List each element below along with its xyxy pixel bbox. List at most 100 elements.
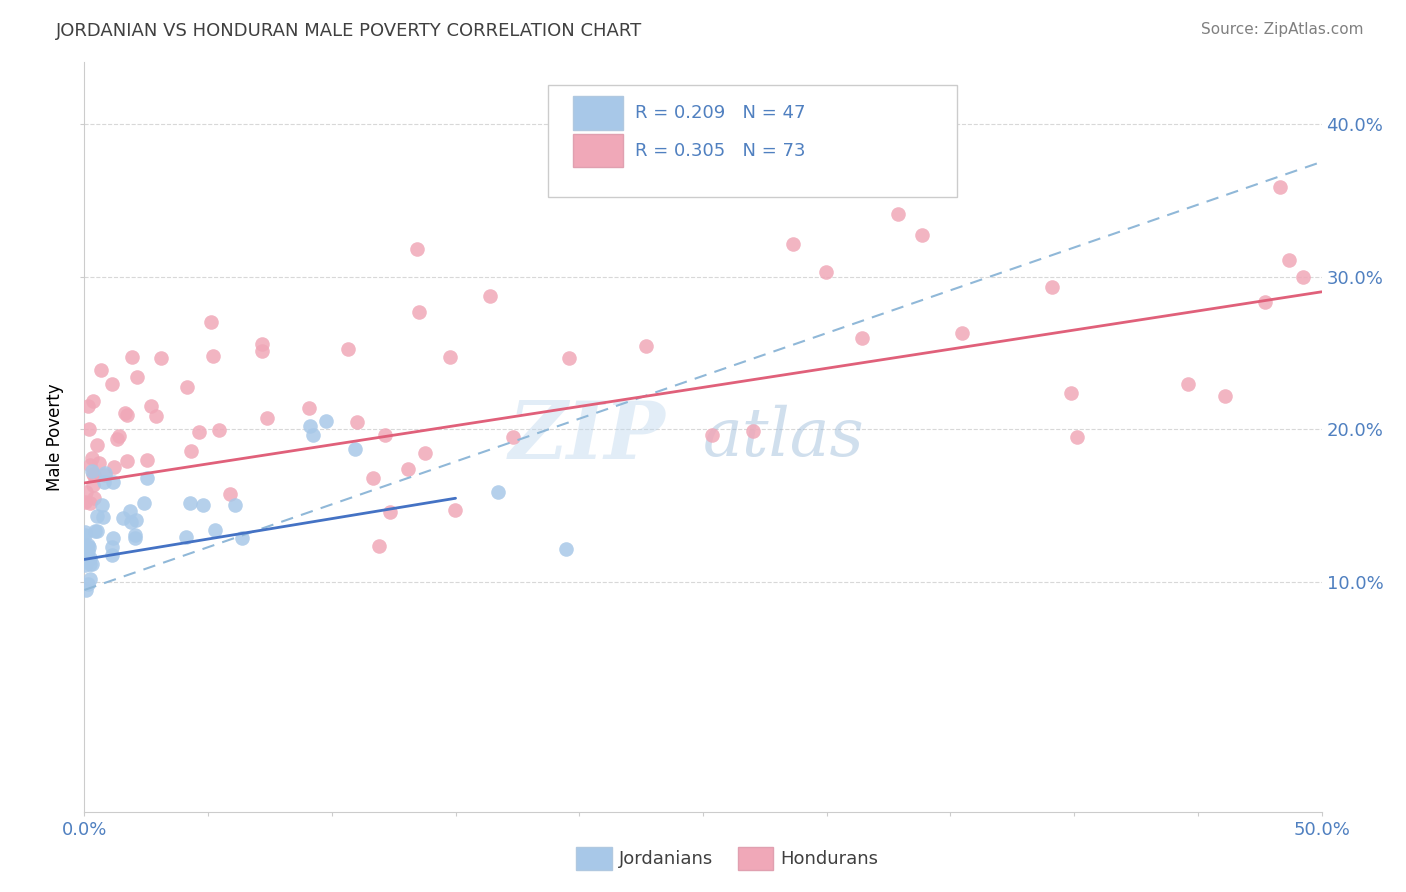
Point [887, 206, 910, 220]
Point [82, 394, 104, 409]
Text: atlas: atlas [703, 404, 865, 470]
Point [1268, 180, 1291, 194]
Point [83, 491, 105, 505]
Point [204, 524, 226, 538]
Point [90, 363, 112, 377]
Point [478, 289, 501, 303]
Point [180, 444, 202, 458]
Point [93, 510, 115, 524]
Point [120, 503, 142, 517]
Point [77, 551, 100, 566]
Text: Source: ZipAtlas.com: Source: ZipAtlas.com [1201, 22, 1364, 37]
Point [1177, 377, 1199, 392]
Point [502, 429, 524, 443]
Point [94, 466, 117, 480]
Point [742, 424, 765, 438]
Point [337, 342, 360, 356]
Point [73, 524, 96, 539]
Point [79, 458, 101, 472]
Point [344, 442, 367, 456]
Point [208, 423, 231, 437]
Point [108, 428, 131, 442]
Text: R = 0.305   N = 73: R = 0.305 N = 73 [636, 142, 806, 160]
Point [408, 304, 430, 318]
Point [1213, 389, 1236, 403]
Point [101, 548, 124, 562]
Point [93, 475, 115, 490]
Point [911, 228, 934, 243]
Point [124, 528, 146, 542]
Point [1066, 430, 1088, 444]
Point [136, 471, 159, 485]
Point [250, 337, 273, 351]
Point [112, 510, 135, 524]
Text: Hondurans: Hondurans [780, 850, 879, 868]
Point [132, 496, 155, 510]
Point [200, 316, 222, 330]
Point [101, 376, 124, 391]
Point [115, 408, 138, 422]
Point [1292, 270, 1315, 285]
Point [231, 531, 253, 545]
Point [380, 505, 402, 519]
Point [73, 527, 96, 541]
Point [101, 531, 124, 545]
Point [145, 409, 167, 424]
Point [124, 531, 146, 545]
Point [127, 369, 149, 384]
Point [298, 419, 321, 434]
Point [176, 380, 198, 394]
Point [1277, 252, 1299, 267]
Point [103, 460, 125, 475]
Point [87, 456, 110, 470]
Point [150, 351, 173, 365]
Point [79, 557, 101, 571]
Point [136, 452, 159, 467]
Point [76, 541, 98, 555]
FancyBboxPatch shape [574, 134, 623, 168]
Point [315, 414, 337, 428]
Point [700, 427, 723, 442]
Point [224, 499, 246, 513]
Point [1060, 386, 1083, 401]
Point [121, 350, 143, 364]
Point [83, 467, 105, 482]
Point [374, 427, 396, 442]
Point [139, 399, 162, 413]
FancyBboxPatch shape [548, 85, 956, 197]
Point [179, 496, 201, 510]
Point [75, 485, 97, 500]
Text: JORDANIAN VS HONDURAN MALE POVERTY CORRELATION CHART: JORDANIAN VS HONDURAN MALE POVERTY CORRE… [56, 22, 643, 40]
Point [256, 410, 278, 425]
Point [105, 432, 128, 446]
Point [814, 264, 837, 278]
Point [851, 330, 873, 344]
Point [75, 582, 97, 597]
Point [174, 530, 197, 544]
Point [101, 475, 124, 489]
Point [405, 242, 427, 256]
Point [82, 464, 104, 478]
Point [398, 462, 420, 476]
Point [1040, 279, 1063, 293]
Point [75, 495, 97, 509]
Point [117, 453, 139, 467]
FancyBboxPatch shape [574, 96, 623, 130]
Point [120, 515, 142, 529]
Point [76, 399, 98, 413]
Text: ZIP: ZIP [509, 399, 666, 475]
Point [346, 415, 368, 429]
Point [79, 496, 101, 510]
Point [301, 428, 323, 442]
Point [80, 450, 103, 465]
Point [77, 577, 100, 591]
Point [361, 471, 384, 485]
Point [86, 509, 108, 524]
Point [90, 498, 112, 512]
Point [82, 467, 104, 482]
Point [486, 484, 509, 499]
Point [201, 350, 224, 364]
Y-axis label: Male Poverty: Male Poverty [46, 384, 65, 491]
Point [1254, 295, 1277, 310]
Text: R = 0.209   N = 47: R = 0.209 N = 47 [636, 104, 806, 122]
